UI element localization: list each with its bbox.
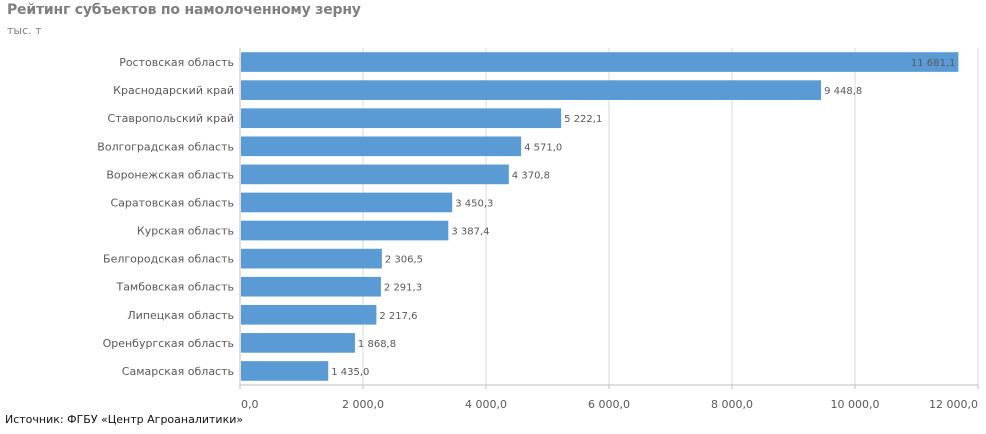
x-tick-label: 4 000,0	[465, 398, 507, 411]
bar	[241, 333, 355, 353]
category-label: Самарская область	[122, 365, 234, 378]
value-label: 1 868,8	[358, 339, 396, 350]
bar	[241, 108, 562, 129]
category-label: Саратовская область	[110, 196, 234, 209]
bar	[241, 80, 822, 100]
chart-title: Рейтинг субъектов по намолоченному зерну	[7, 2, 361, 18]
x-tick-label: 6 000,0	[588, 398, 630, 411]
category-label: Тамбовская область	[115, 281, 234, 294]
category-label: Липецкая область	[127, 309, 234, 322]
value-label: 3 450,3	[455, 198, 493, 209]
bar	[241, 220, 449, 241]
x-tick-label: 2 000,0	[342, 398, 384, 411]
bar	[241, 248, 382, 269]
bar	[241, 304, 377, 325]
category-label: Ставропольский край	[108, 112, 234, 125]
value-label: 2 306,5	[385, 255, 423, 266]
value-label: 4 571,0	[524, 142, 562, 153]
category-label: Курская область	[137, 225, 234, 238]
bar	[241, 136, 522, 157]
value-label: 11 681,1	[911, 58, 956, 69]
bar	[241, 276, 381, 297]
category-label: Краснодарский край	[113, 84, 234, 97]
x-tick-label: 8 000,0	[711, 398, 753, 411]
value-label: 5 222,1	[564, 114, 602, 125]
bar	[241, 164, 509, 185]
x-tick-label: 12 000,0	[929, 398, 978, 411]
bar	[241, 52, 959, 72]
category-label: Ростовская область	[119, 56, 234, 69]
x-tick-label: 10 000,0	[831, 398, 880, 411]
category-label: Белгородская область	[103, 253, 234, 266]
x-tick-label: 0,0	[241, 398, 259, 411]
value-label: 3 387,4	[451, 227, 489, 238]
chart-unit: тыс. т	[7, 24, 42, 37]
value-label: 1 435,0	[331, 367, 369, 378]
source-note: Источник: ФГБУ «Центр Агроаналитики»	[5, 413, 244, 426]
value-label: 9 448,8	[824, 86, 862, 97]
value-label: 4 370,8	[512, 170, 550, 181]
category-label: Воронежская область	[106, 168, 234, 181]
bar	[241, 192, 453, 213]
category-label: Волгоградская область	[97, 140, 234, 153]
category-label: Оренбургская область	[103, 337, 234, 350]
value-label: 2 217,6	[379, 311, 417, 322]
bar	[241, 361, 329, 381]
value-label: 2 291,3	[384, 283, 422, 294]
